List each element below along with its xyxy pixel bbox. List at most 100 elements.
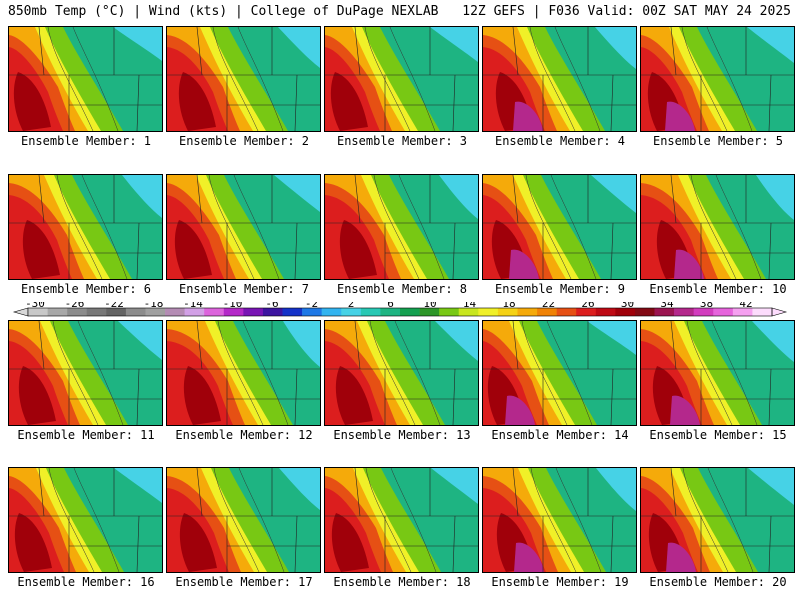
ensemble-map-12 [166,320,321,426]
ensemble-map-18 [324,467,479,573]
ensemble-member-label: Ensemble Member: 1 [20,134,152,148]
ensemble-member-label: Ensemble Member: 15 [649,428,787,442]
ensemble-member-label: Ensemble Member: 3 [336,134,468,148]
colorbar-tick-label: 2 [348,302,355,310]
colorbar-segment [67,308,88,316]
colorbar-tick-label: -6 [265,302,278,310]
colorbar-tick-label: -2 [305,302,318,310]
ensemble-map-17 [166,467,321,573]
colorbar-segment [184,308,205,316]
colorbar-tick-label: 30 [621,302,634,310]
ensemble-member-label: Ensemble Member: 9 [494,282,626,296]
colorbar-tick-label: -14 [183,302,203,310]
ensemble-member-label: Ensemble Member: 5 [652,134,784,148]
ensemble-member-label: Ensemble Member: 13 [333,428,471,442]
colorbar-segment [634,308,655,316]
chart-title: 850mb Temp (°C) | Wind (kts) | College o… [8,4,439,19]
colorbar-segment [86,308,107,316]
ensemble-member-label: Ensemble Member: 18 [333,575,471,589]
colorbar-segment [654,308,675,316]
colorbar-segment [400,308,420,316]
colorbar-tick-label: 14 [463,302,477,310]
colorbar-segment [243,308,264,316]
colorbar-tick-label: 22 [542,302,555,310]
ensemble-map-7 [166,174,321,280]
colorbar-segment [478,308,499,316]
colorbar-segment [165,308,185,316]
ensemble-member-label: Ensemble Member: 19 [491,575,629,589]
temperature-colorbar: -30 -26 -22 -18 -14 -10 -6 -2 2 6 10 14 18 22 26 30 34 38… [12,302,788,317]
ensemble-member-label: Ensemble Member: 20 [649,575,787,589]
ensemble-map-20 [640,467,795,573]
ensemble-member-label: Ensemble Member: 17 [175,575,313,589]
ensemble-map-14 [482,320,637,426]
colorbar-segment [282,308,303,316]
colorbar-segment [674,308,694,316]
colorbar-segment [439,308,460,316]
colorbar-segment [732,308,753,316]
colorbar-tick-label: 38 [700,302,713,310]
colorbar-segment [693,308,714,316]
colorbar-segment [302,308,322,316]
colorbar-tick-label: -26 [65,302,85,310]
colorbar-tick-label: 26 [581,302,594,310]
ensemble-member-label: Ensemble Member: 14 [491,428,629,442]
ensemble-member-label: Ensemble Member: 8 [336,282,468,296]
colorbar-segment [458,308,479,316]
colorbar-segment [595,308,616,316]
colorbar-segment [341,308,362,316]
colorbar-segment [360,308,381,316]
ensemble-member-label: Ensemble Member: 12 [175,428,313,442]
ensemble-map-16 [8,467,163,573]
ensemble-map-5 [640,26,795,132]
ensemble-map-9 [482,174,637,280]
colorbar-tick-label: 6 [387,302,394,310]
ensemble-map-1 [8,26,163,132]
ensemble-member-label: Ensemble Member: 16 [17,575,155,589]
colorbar-segment [204,308,225,316]
model-run-info: 12Z GEFS | F036 Valid: 00Z SAT MAY 24 20… [462,4,791,19]
ensemble-member-label: Ensemble Member: 7 [178,282,310,296]
ensemble-map-19 [482,467,637,573]
colorbar-segment [223,308,244,316]
colorbar-tick-label: -30 [25,302,45,310]
colorbar-segment [145,308,166,316]
colorbar-segment [615,308,636,316]
colorbar-segment [380,308,401,316]
colorbar-segment [262,308,283,316]
ensemble-map-2 [166,26,321,132]
colorbar-tick-label: 34 [660,302,674,310]
colorbar-tick-label: 42 [739,302,752,310]
colorbar-segment [713,308,734,316]
colorbar-segment [419,308,440,316]
colorbar-tick-label: -22 [104,302,124,310]
colorbar-tick-label: -18 [144,302,164,310]
colorbar-segment [125,308,146,316]
ensemble-member-label: Ensemble Member: 2 [178,134,310,148]
colorbar-segment [537,308,557,316]
colorbar-segment [517,308,538,316]
ensemble-map-15 [640,320,795,426]
ensemble-map-10 [640,174,795,280]
colorbar-segment [556,308,577,316]
ensemble-member-label: Ensemble Member: 11 [17,428,155,442]
colorbar-segment [321,308,342,316]
ensemble-map-6 [8,174,163,280]
colorbar-segment [28,308,48,316]
colorbar-arrow-right [771,307,788,317]
ensemble-map-13 [324,320,479,426]
colorbar-segment [106,308,127,316]
ensemble-member-label: Ensemble Member: 10 [649,282,787,296]
ensemble-map-3 [324,26,479,132]
colorbar-segment [47,308,68,316]
ensemble-member-label: Ensemble Member: 6 [20,282,152,296]
ensemble-map-4 [482,26,637,132]
ensemble-member-label: Ensemble Member: 4 [494,134,626,148]
colorbar-segment [497,308,518,316]
colorbar-segment [576,308,597,316]
colorbar-tick-label: 18 [502,302,515,310]
ensemble-map-8 [324,174,479,280]
colorbar-tick-label: -10 [223,302,243,310]
colorbar-segment [752,308,773,316]
ensemble-map-11 [8,320,163,426]
